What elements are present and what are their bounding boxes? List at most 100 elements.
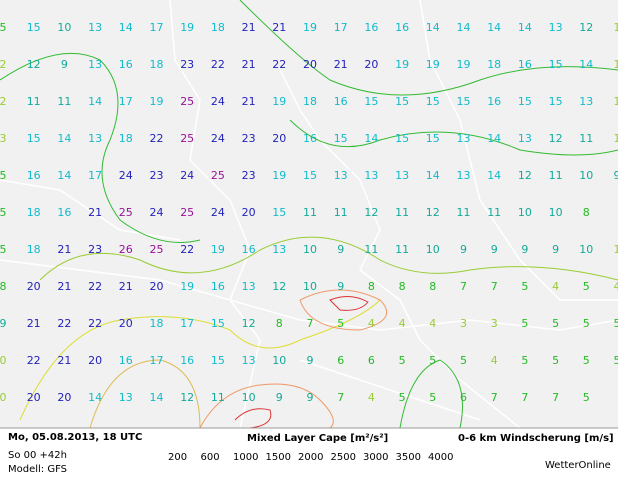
- grid-value: 18: [27, 243, 41, 256]
- grid-value: 10: [303, 243, 317, 256]
- grid-value: 16: [364, 21, 378, 34]
- grid-value: 22: [180, 243, 194, 256]
- grid-value: 12: [272, 280, 286, 293]
- grid-value: 22: [150, 132, 164, 145]
- grid-value: 0: [0, 354, 7, 367]
- model: Modell: GFS: [8, 464, 67, 475]
- legend-level: 2000: [298, 452, 323, 463]
- grid-value: 19: [457, 58, 471, 71]
- grid-value: 5: [521, 317, 528, 330]
- grid-value: 15: [211, 317, 225, 330]
- grid-value: 10: [303, 280, 317, 293]
- grid-value: 19: [303, 21, 317, 34]
- grid-value: 9: [61, 58, 68, 71]
- grid-value: 5: [0, 21, 7, 34]
- grid-value: 1: [614, 132, 618, 145]
- grid-value: 7: [552, 391, 559, 404]
- grid-value: 15: [395, 95, 409, 108]
- grid-value: 23: [180, 58, 194, 71]
- grid-value: 13: [88, 21, 102, 34]
- grid-value: 14: [518, 21, 532, 34]
- cape-title: Mixed Layer Cape [m²/s²]: [247, 433, 388, 444]
- country-borders: [0, 0, 618, 429]
- legend-level: 3000: [363, 452, 388, 463]
- grid-value: 11: [364, 243, 378, 256]
- grid-value: 15: [426, 95, 440, 108]
- grid-value: 17: [180, 317, 194, 330]
- grid-value: 7: [491, 391, 498, 404]
- grid-value: 21: [57, 243, 71, 256]
- grid-value: 16: [57, 206, 71, 219]
- grid-value: 16: [242, 243, 256, 256]
- grid-value: 24: [119, 169, 133, 182]
- grid-value: 13: [395, 169, 409, 182]
- grid-value: 21: [88, 206, 102, 219]
- legend: 200 600 1000 1500 2000 2500 3000 3500 4000: [168, 452, 453, 463]
- grid-value: 19: [272, 95, 286, 108]
- grid-value: 23: [88, 243, 102, 256]
- grid-value: 7: [521, 391, 528, 404]
- grid-value: 25: [180, 132, 194, 145]
- grid-value: 13: [119, 391, 133, 404]
- grid-value: 14: [457, 21, 471, 34]
- grid-value: 5: [0, 206, 7, 219]
- grid-value: 15: [518, 95, 532, 108]
- grid-value: 22: [57, 317, 71, 330]
- grid-value: 15: [211, 354, 225, 367]
- grid-value: 6: [337, 354, 344, 367]
- grid-value: 11: [457, 206, 471, 219]
- grid-value: 2: [0, 95, 7, 108]
- grid-value: 16: [334, 95, 348, 108]
- grid-value: 21: [27, 317, 41, 330]
- grid-value: 5: [552, 317, 559, 330]
- grid-value: 16: [518, 58, 532, 71]
- grid-value: 9: [491, 243, 498, 256]
- grid-value: 24: [150, 206, 164, 219]
- grid-value: 22: [272, 58, 286, 71]
- grid-value: 11: [579, 132, 593, 145]
- grid-value: 24: [180, 169, 194, 182]
- grid-value: 15: [334, 132, 348, 145]
- grid-value: 18: [27, 206, 41, 219]
- grid-value: 25: [119, 206, 133, 219]
- grid-value: 6: [460, 391, 467, 404]
- grid-value: 7: [460, 280, 467, 293]
- grid-value: 10: [549, 206, 563, 219]
- grid-value: 18: [211, 21, 225, 34]
- grid-value: 20: [303, 58, 317, 71]
- grid-value: 5: [399, 391, 406, 404]
- legend-level: 2500: [331, 452, 356, 463]
- grid-value: 18: [303, 95, 317, 108]
- grid-value: 15: [303, 169, 317, 182]
- legend-level: 1500: [266, 452, 291, 463]
- grid-value: 4: [429, 317, 436, 330]
- grid-value: 21: [119, 280, 133, 293]
- grid-value: 9: [307, 391, 314, 404]
- grid-value: 12: [549, 132, 563, 145]
- grid-value: 26: [119, 243, 133, 256]
- grid-value: 19: [272, 169, 286, 182]
- grid-value: 20: [88, 354, 102, 367]
- grid-value: 21: [272, 21, 286, 34]
- grid-value: 25: [211, 169, 225, 182]
- grid-value: 24: [211, 206, 225, 219]
- grid-value: 4: [368, 391, 375, 404]
- grid-value: 20: [150, 280, 164, 293]
- grid-value: 14: [364, 132, 378, 145]
- grid-value: 9: [337, 280, 344, 293]
- grid-value: 20: [242, 206, 256, 219]
- grid-value: 15: [27, 132, 41, 145]
- grid-value: 14: [150, 391, 164, 404]
- grid-value: 15: [395, 132, 409, 145]
- grid-value: 1: [614, 21, 618, 34]
- grid-value: 17: [150, 21, 164, 34]
- grid-value: 9: [552, 243, 559, 256]
- grid-value: 5: [583, 317, 590, 330]
- grid-value: 12: [364, 206, 378, 219]
- grid-value: 5: [583, 354, 590, 367]
- grid-value: 9: [521, 243, 528, 256]
- grid-value: 25: [180, 206, 194, 219]
- grid-value: 23: [242, 132, 256, 145]
- value-grid: 5 15 10 13 14 17 19 18 21 21 19 17 16 16 14 14 14 14 13 12 1…: [0, 21, 618, 404]
- grid-value: 5: [429, 391, 436, 404]
